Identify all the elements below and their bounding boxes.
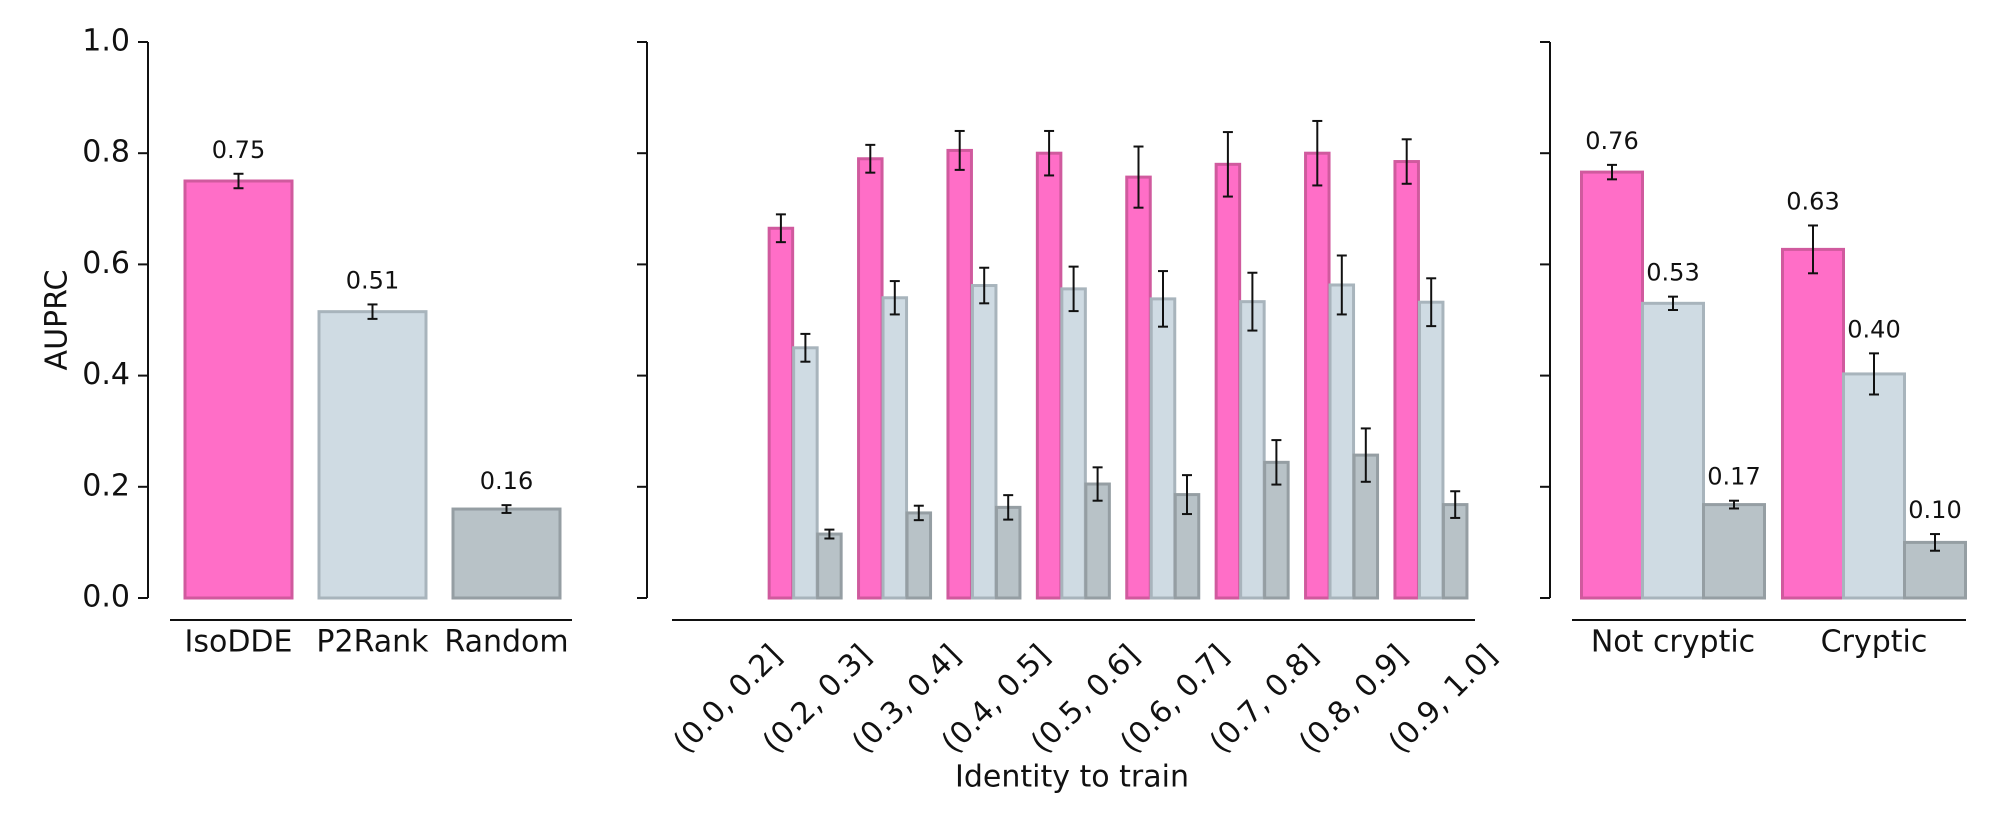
bar <box>1393 160 1420 600</box>
x-axis-label: Identity to train <box>955 760 1189 795</box>
bar <box>1580 170 1644 600</box>
y-tick-label: 0.0 <box>82 580 130 615</box>
y-tick-label: 0.2 <box>82 468 130 503</box>
value-label: 0.16 <box>480 467 533 495</box>
bar <box>1060 287 1087 600</box>
x-tick-label: IsoDDE <box>185 625 293 660</box>
y-axis-label: AUPRC <box>40 270 75 371</box>
value-label: 0.51 <box>346 266 399 294</box>
bar <box>1304 151 1331 600</box>
y-tick-label: 0.8 <box>82 135 130 170</box>
bar <box>994 505 1022 600</box>
bar <box>970 284 998 600</box>
bar <box>183 179 294 600</box>
x-tick-label: Not cryptic <box>1591 625 1755 660</box>
bar <box>905 511 933 600</box>
value-label: 0.63 <box>1786 187 1839 215</box>
value-label: 0.17 <box>1707 463 1760 491</box>
bar <box>816 532 843 600</box>
bar <box>1702 503 1766 600</box>
x-tick-label: P2Rank <box>316 625 429 660</box>
y-tick-label: 0.4 <box>82 357 130 392</box>
value-label: 0.10 <box>1908 496 1961 524</box>
value-label: 0.75 <box>212 136 265 164</box>
x-tick-label: Random <box>444 625 568 660</box>
bar <box>1239 300 1266 600</box>
y-tick-label: 0.6 <box>82 246 130 281</box>
bar <box>1641 301 1705 600</box>
bar <box>1781 247 1845 600</box>
bar <box>1328 283 1356 600</box>
bar <box>1035 151 1063 600</box>
value-label: 0.76 <box>1585 127 1638 155</box>
bar <box>946 148 973 600</box>
value-label: 0.53 <box>1646 259 1699 287</box>
bar <box>1842 372 1906 600</box>
bar <box>1125 175 1152 600</box>
bar <box>792 346 819 600</box>
bar <box>1149 297 1177 600</box>
bar <box>881 296 909 600</box>
bar <box>451 507 562 600</box>
bar <box>317 310 428 600</box>
bar <box>857 157 884 600</box>
bar <box>1214 162 1242 600</box>
bar <box>1417 300 1445 600</box>
x-tick-label: Cryptic <box>1821 625 1928 660</box>
y-tick-label: 1.0 <box>82 24 130 59</box>
bar <box>767 226 795 600</box>
value-label: 0.40 <box>1847 315 1900 343</box>
